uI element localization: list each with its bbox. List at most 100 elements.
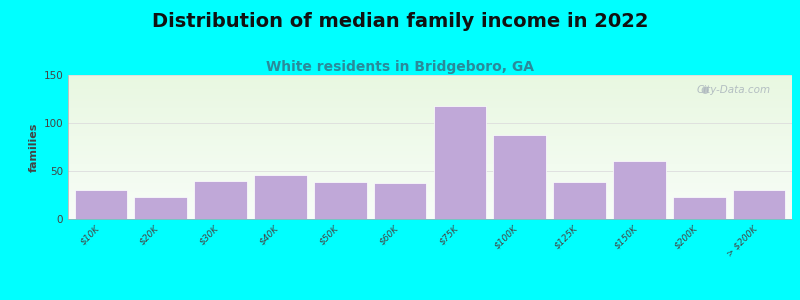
- Bar: [68, 116, 792, 117]
- Bar: [68, 151, 792, 152]
- Bar: [68, 83, 792, 84]
- Bar: [68, 102, 792, 103]
- Text: City-Data.com: City-Data.com: [696, 85, 770, 95]
- Bar: [68, 198, 792, 199]
- Bar: [68, 195, 792, 196]
- Bar: [68, 97, 792, 98]
- Bar: [68, 113, 792, 114]
- Bar: [68, 153, 792, 154]
- Bar: [68, 76, 792, 77]
- Bar: [68, 121, 792, 122]
- Bar: [68, 120, 792, 121]
- Bar: [68, 81, 792, 82]
- Bar: [68, 136, 792, 137]
- Bar: [68, 165, 792, 166]
- Bar: [68, 99, 792, 100]
- Bar: [68, 148, 792, 149]
- Bar: [68, 156, 792, 157]
- Bar: [68, 150, 792, 151]
- Bar: [68, 171, 792, 172]
- Bar: [68, 174, 792, 175]
- Bar: [68, 179, 792, 180]
- Bar: [68, 184, 792, 185]
- Bar: [68, 193, 792, 194]
- Bar: [68, 192, 792, 193]
- Bar: [68, 135, 792, 136]
- Bar: [68, 177, 792, 178]
- Bar: [68, 108, 792, 109]
- Bar: [68, 110, 792, 111]
- Bar: [68, 167, 792, 168]
- Bar: [194, 181, 247, 219]
- Bar: [68, 84, 792, 85]
- Bar: [68, 141, 792, 142]
- Bar: [68, 203, 792, 204]
- Bar: [613, 161, 666, 219]
- Bar: [68, 103, 792, 104]
- Bar: [68, 173, 792, 174]
- Bar: [68, 214, 792, 215]
- Bar: [68, 125, 792, 126]
- Bar: [68, 215, 792, 216]
- Bar: [68, 206, 792, 207]
- Bar: [68, 209, 792, 210]
- Bar: [68, 96, 792, 97]
- Bar: [68, 204, 792, 205]
- Bar: [68, 190, 792, 191]
- Bar: [68, 161, 792, 162]
- Text: Distribution of median family income in 2022: Distribution of median family income in …: [152, 12, 648, 31]
- Bar: [68, 89, 792, 90]
- Bar: [68, 146, 792, 147]
- Bar: [68, 111, 792, 112]
- Bar: [68, 88, 792, 89]
- Bar: [68, 143, 792, 144]
- Bar: [68, 169, 792, 170]
- Bar: [68, 217, 792, 218]
- Bar: [68, 132, 792, 133]
- Bar: [68, 138, 792, 139]
- Bar: [374, 184, 426, 219]
- Bar: [68, 202, 792, 203]
- Bar: [68, 144, 792, 145]
- Bar: [68, 162, 792, 163]
- Bar: [68, 80, 792, 81]
- Bar: [68, 77, 792, 78]
- Bar: [68, 133, 792, 134]
- Bar: [68, 122, 792, 123]
- Bar: [68, 194, 792, 195]
- Bar: [68, 213, 792, 214]
- Bar: [68, 95, 792, 96]
- Bar: [68, 154, 792, 155]
- Bar: [68, 124, 792, 125]
- Bar: [68, 172, 792, 173]
- Bar: [68, 107, 792, 108]
- Bar: [68, 114, 792, 115]
- Bar: [68, 187, 792, 188]
- Bar: [68, 85, 792, 86]
- Bar: [68, 176, 792, 177]
- Bar: [68, 147, 792, 148]
- Y-axis label: families: families: [30, 122, 39, 172]
- Bar: [68, 128, 792, 129]
- Bar: [68, 205, 792, 206]
- Bar: [68, 208, 792, 209]
- Bar: [68, 79, 792, 80]
- Bar: [68, 75, 792, 76]
- Bar: [68, 134, 792, 135]
- Bar: [68, 183, 792, 184]
- Bar: [68, 118, 792, 119]
- Bar: [68, 139, 792, 140]
- Bar: [68, 210, 792, 211]
- Bar: [68, 93, 792, 94]
- Bar: [74, 190, 127, 219]
- Bar: [68, 216, 792, 217]
- Bar: [68, 202, 792, 203]
- Text: White residents in Bridgeboro, GA: White residents in Bridgeboro, GA: [266, 60, 534, 74]
- Bar: [494, 134, 546, 219]
- Bar: [68, 196, 792, 197]
- Bar: [68, 185, 792, 186]
- Text: ●: ●: [700, 85, 709, 95]
- Bar: [68, 86, 792, 87]
- Bar: [68, 137, 792, 138]
- Bar: [68, 92, 792, 93]
